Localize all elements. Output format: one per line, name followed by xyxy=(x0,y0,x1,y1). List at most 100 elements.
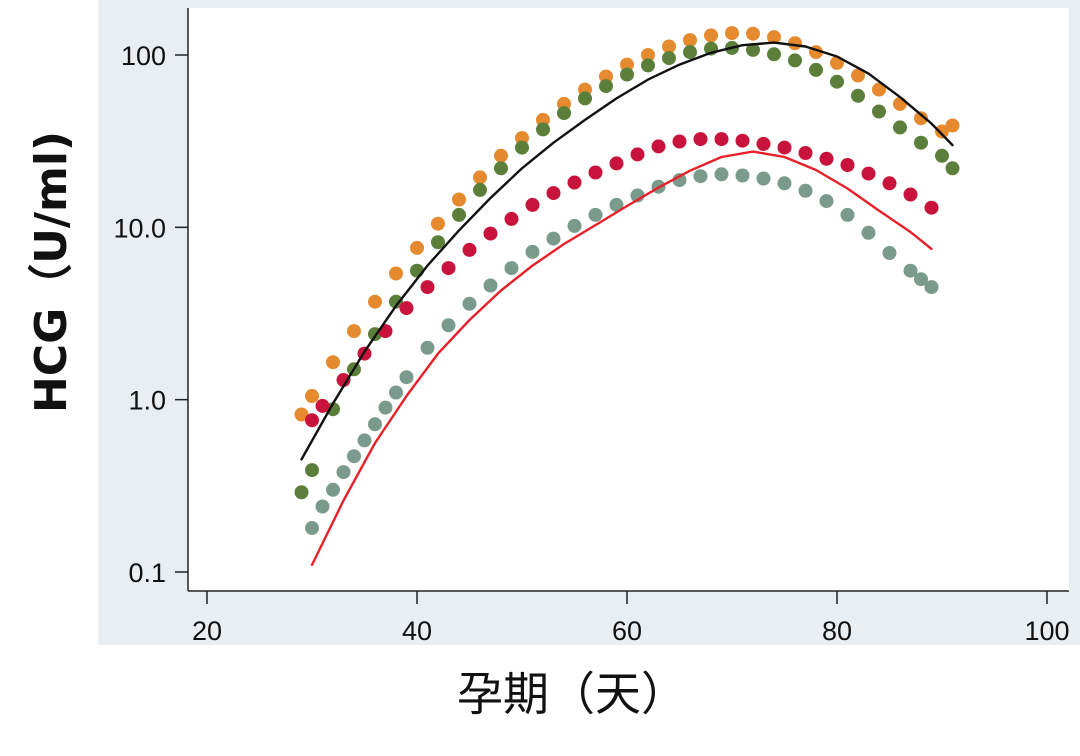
series-5-line xyxy=(300,41,954,461)
x-tick-label: 80 xyxy=(822,616,852,646)
series-2-point xyxy=(578,91,592,106)
series-3-point xyxy=(714,132,729,147)
series-4-point xyxy=(326,482,340,497)
series-1-point xyxy=(725,26,739,41)
series-3-point xyxy=(305,413,319,428)
series-1-point xyxy=(788,36,802,51)
series-4-point xyxy=(315,499,330,514)
series-3-point xyxy=(609,156,624,171)
series-1-point xyxy=(704,28,718,43)
y-axis-label: HCG（U/ml) xyxy=(26,131,77,413)
series-3-point xyxy=(924,200,939,215)
series-1-point xyxy=(368,294,382,309)
series-4-point xyxy=(714,167,729,182)
series-4-point xyxy=(347,449,361,464)
series-2-point xyxy=(515,140,529,155)
series-2-point xyxy=(746,42,760,57)
series-group xyxy=(294,26,960,567)
series-2-point xyxy=(893,120,907,135)
series-2-point xyxy=(473,182,487,197)
series-2-point xyxy=(536,122,550,137)
series-2-point xyxy=(935,148,949,163)
series-4-point xyxy=(441,318,456,333)
series-4-point xyxy=(903,263,918,278)
series-3-point xyxy=(735,133,750,148)
x-axis-label: 孕期（天） xyxy=(457,667,687,721)
series-3-point xyxy=(840,158,855,172)
series-1-point xyxy=(431,216,445,231)
series-2-point xyxy=(326,402,340,417)
y-tick-label: 100 xyxy=(121,41,166,71)
series-2-point xyxy=(914,135,928,150)
series-1-point xyxy=(347,324,361,339)
x-tick-label: 60 xyxy=(612,616,642,646)
series-1-point xyxy=(326,355,340,370)
y-tick-label: 10.0 xyxy=(113,213,166,243)
series-2-point xyxy=(851,88,865,103)
series-2-point xyxy=(294,485,309,500)
series-3-point xyxy=(420,280,435,295)
series-1-point xyxy=(389,266,403,281)
series-2-point xyxy=(809,62,823,77)
series-4-point xyxy=(609,197,624,212)
series-1-point xyxy=(935,124,949,139)
series-4-point xyxy=(483,278,498,293)
series-2-point xyxy=(620,67,634,82)
series-4-point xyxy=(735,168,750,183)
ticks-group: 20 40 60 80 100 0.1 1.0 10.0 100 xyxy=(113,41,1069,646)
series-2-point xyxy=(557,106,571,121)
series-1-point xyxy=(494,148,508,163)
series-3-point xyxy=(588,165,603,180)
y-tick-label: 1.0 xyxy=(128,386,166,416)
series-1-point xyxy=(662,39,676,54)
series-3-point xyxy=(483,226,498,241)
series-4-point xyxy=(756,171,771,186)
series-3-point xyxy=(798,146,813,160)
series-3-point xyxy=(399,301,414,316)
series-3-point xyxy=(315,398,330,413)
series-1-point xyxy=(620,57,634,72)
series-3-point xyxy=(819,151,834,166)
series-1-point xyxy=(305,389,319,403)
series-2-point xyxy=(872,104,886,119)
series-4-point xyxy=(840,207,855,222)
series-1-point xyxy=(452,192,466,207)
series-2-point xyxy=(662,51,676,66)
series-2-point xyxy=(494,161,508,176)
series-4-point xyxy=(672,173,687,188)
series-1-point xyxy=(851,68,865,83)
series-3-point xyxy=(651,139,666,154)
series-1-point xyxy=(515,131,529,145)
series-3-point xyxy=(861,166,876,181)
series-3-point xyxy=(882,176,897,191)
series-1-point xyxy=(294,407,309,422)
series-2-point xyxy=(599,79,613,94)
y-tick-label: 0.1 xyxy=(128,558,166,588)
series-4-point xyxy=(399,370,414,385)
series-2-point xyxy=(683,45,697,60)
series-4-point xyxy=(914,272,928,287)
series-4-point xyxy=(357,433,372,448)
series-4-point xyxy=(588,207,603,222)
series-1-point xyxy=(410,240,424,255)
series-3-point xyxy=(567,175,582,190)
series-2-point xyxy=(788,53,802,68)
x-tick-label: 100 xyxy=(1024,616,1069,646)
series-1-point xyxy=(914,111,928,126)
series-4-point xyxy=(462,296,477,311)
series-4-point xyxy=(525,244,540,259)
series-3-point xyxy=(336,373,351,387)
series-4-point xyxy=(546,231,561,246)
series-2-point xyxy=(389,294,403,309)
series-4-point xyxy=(305,521,319,535)
series-4-point xyxy=(777,176,792,191)
x-tick-label: 20 xyxy=(192,616,222,646)
series-1-point xyxy=(872,82,886,97)
series-2-point xyxy=(945,161,960,176)
series-4-point xyxy=(420,340,435,355)
series-4-point xyxy=(567,218,582,233)
series-4-point xyxy=(882,246,897,260)
series-2-point xyxy=(305,463,319,478)
